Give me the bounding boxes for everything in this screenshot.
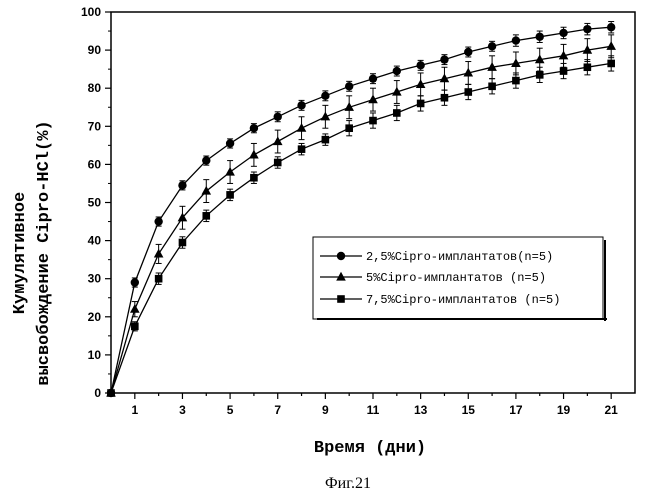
figure-caption: Фиг.21: [325, 475, 371, 492]
y-tick-label-8: 80: [88, 81, 102, 95]
series-0-point-17: [512, 36, 520, 44]
series-2-point-12: [393, 109, 401, 117]
series-0-point-6: [250, 124, 258, 132]
series-1-point-7: [273, 136, 283, 145]
y-axis-title-line2: высвобождение Cipro-HCl(%): [35, 120, 54, 385]
series-2-point-6: [250, 174, 258, 182]
series-2-point-17: [512, 77, 520, 85]
series-0-point-14: [440, 55, 448, 63]
legend-marker-0: [337, 252, 345, 260]
y-tick-label-5: 50: [88, 196, 102, 210]
plot-area: 010203040506070809010013579111315171921: [81, 5, 635, 417]
series-2-point-20: [584, 63, 592, 71]
x-tick-label-2: 5: [227, 403, 234, 417]
series-0-point-2: [154, 217, 162, 225]
series-0-point-8: [297, 101, 305, 109]
x-tick-label-5: 11: [367, 403, 380, 417]
series-2-point-16: [488, 82, 496, 90]
x-tick-label-8: 17: [509, 403, 523, 417]
y-tick-label-2: 20: [88, 310, 102, 324]
x-tick-label-0: 1: [131, 403, 138, 417]
series-2-point-21: [607, 60, 615, 68]
series-0-point-7: [274, 113, 282, 121]
y-tick-label-0: 0: [94, 386, 101, 400]
x-tick-label-10: 21: [605, 403, 619, 417]
series-1-point-2: [154, 249, 164, 258]
y-tick-label-6: 60: [88, 157, 102, 171]
series-1-point-5: [225, 167, 235, 176]
series-1: [106, 35, 616, 397]
series-1-point-1: [130, 304, 140, 313]
series-2-point-4: [202, 212, 210, 220]
series-0-point-11: [369, 74, 377, 82]
series-1-point-4: [201, 186, 211, 195]
series-2: [107, 56, 615, 397]
series-2-point-14: [441, 94, 449, 102]
series-0-point-13: [416, 61, 424, 69]
x-axis-title: Время (дни): [314, 439, 426, 458]
series-0-point-4: [202, 156, 210, 164]
y-tick-label-1: 10: [88, 348, 102, 362]
series-2-point-18: [536, 71, 544, 79]
series-2-point-8: [298, 145, 306, 153]
series-0-line: [111, 27, 611, 393]
series-2-point-0: [107, 389, 115, 397]
series-0-point-16: [488, 42, 496, 50]
series-1-point-6: [249, 150, 259, 159]
y-axis-title-line1: Кумулятивное: [11, 192, 30, 314]
plot-frame: [111, 12, 635, 393]
series-2-line: [111, 63, 611, 393]
series-2-point-10: [345, 124, 353, 132]
series-2-point-3: [179, 239, 187, 247]
series-2-point-13: [417, 100, 425, 108]
series-layer: [106, 22, 616, 398]
series-2-point-7: [274, 159, 282, 167]
series-1-point-8: [297, 123, 307, 132]
legend-label-0: 2,5%Cipro-имплантатов(n=5): [366, 250, 553, 264]
series-0-point-3: [178, 181, 186, 189]
series-0-point-21: [607, 23, 615, 31]
y-tick-label-9: 90: [88, 43, 102, 57]
series-0-point-20: [583, 25, 591, 33]
series-2-point-9: [322, 136, 330, 144]
legend: 2,5%Cipro-имплантатов(n=5) 5%Cipro-имплан…: [313, 237, 607, 321]
x-tick-label-1: 3: [179, 403, 186, 417]
y-tick-label-10: 100: [81, 5, 101, 19]
legend-label-2: 7,5%Cipro-имплантатов (n=5): [366, 293, 560, 307]
legend-label-1: 5%Cipro-имплантатов (n=5): [366, 271, 546, 285]
series-2-point-19: [560, 67, 568, 75]
series-0-point-18: [536, 33, 544, 41]
series-0-point-1: [131, 278, 139, 286]
series-0-point-9: [321, 92, 329, 100]
series-1-point-21: [606, 41, 616, 50]
x-tick-label-9: 19: [557, 403, 571, 417]
series-2-point-2: [155, 275, 163, 283]
series-2-point-1: [131, 323, 139, 331]
series-2-point-11: [369, 117, 377, 125]
x-tick-label-6: 13: [414, 403, 428, 417]
series-0-point-19: [559, 29, 567, 37]
x-tick-label-7: 15: [462, 403, 476, 417]
x-tick-label-3: 7: [274, 403, 281, 417]
series-2-point-15: [464, 88, 472, 96]
series-2-point-5: [226, 191, 234, 199]
y-tick-label-7: 70: [88, 119, 102, 133]
series-0-point-15: [464, 48, 472, 56]
y-tick-label-3: 30: [88, 272, 102, 286]
series-0-point-10: [345, 82, 353, 90]
series-0-point-5: [226, 139, 234, 147]
series-0-point-12: [393, 67, 401, 75]
y-tick-label-4: 40: [88, 234, 102, 248]
x-tick-label-4: 9: [322, 403, 329, 417]
legend-marker-2: [337, 295, 345, 303]
